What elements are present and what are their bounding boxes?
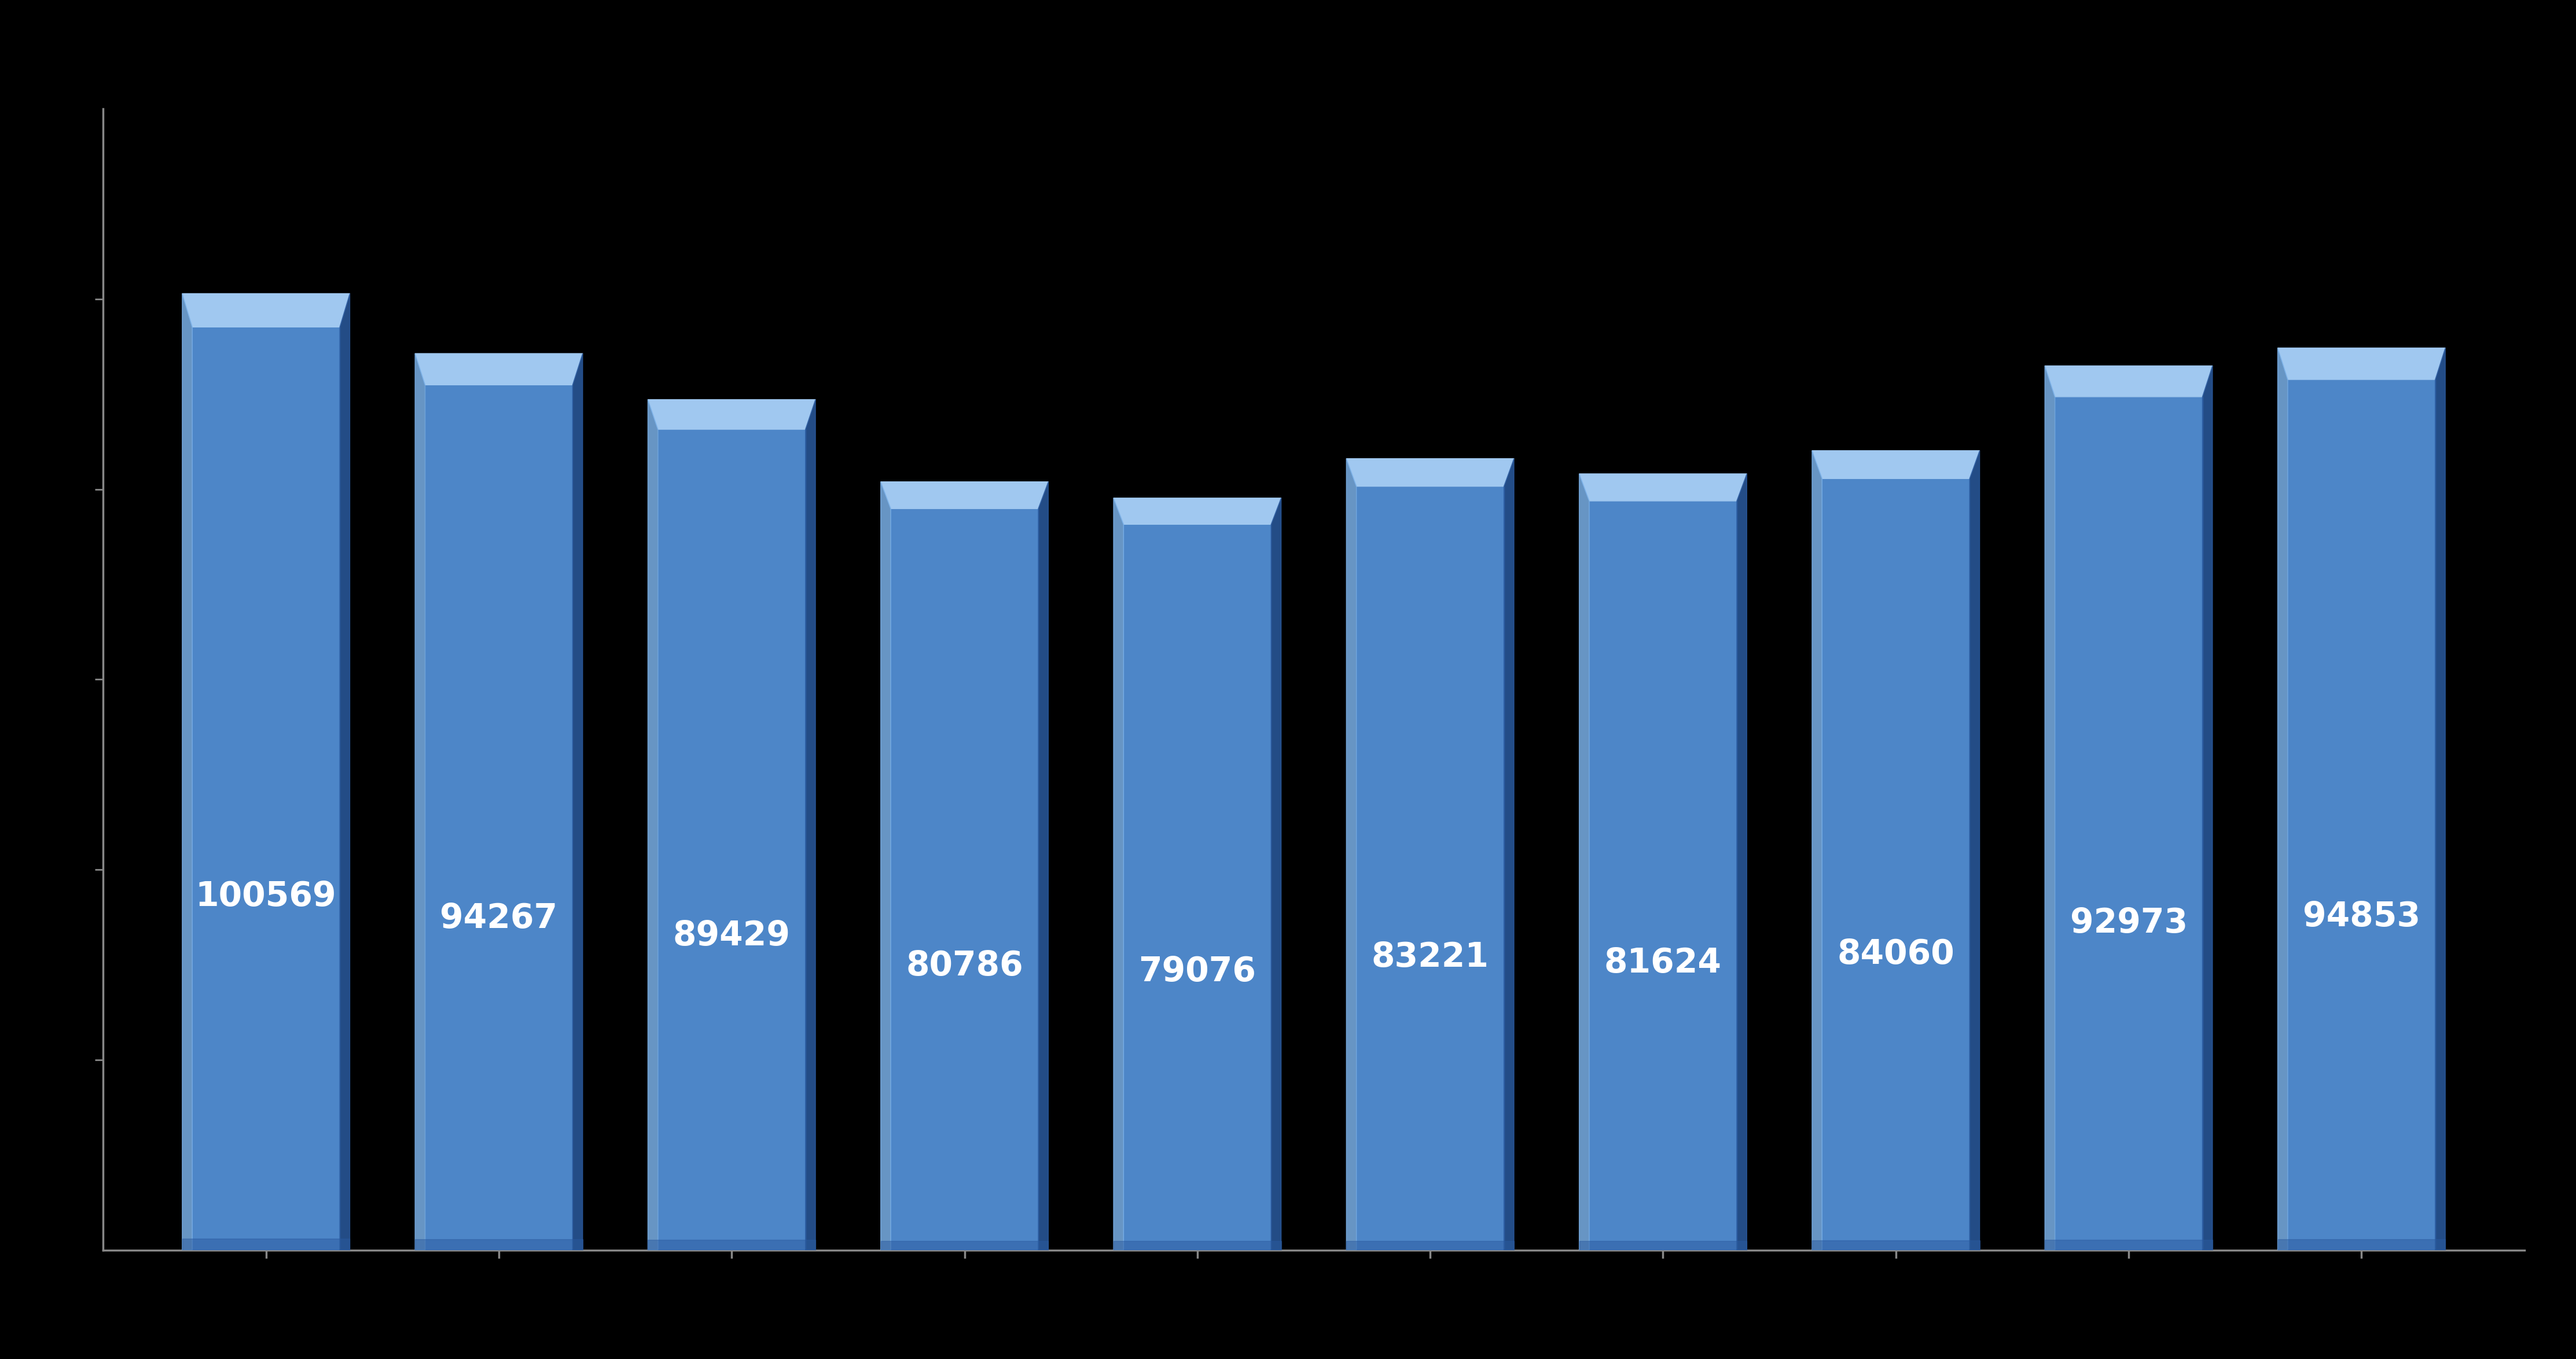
Polygon shape (1113, 497, 1280, 525)
Polygon shape (806, 400, 817, 1250)
Bar (891, 508, 1038, 1250)
Bar (2045, 1239, 2213, 1250)
Bar (2056, 397, 2202, 1250)
Bar (1347, 1241, 1515, 1250)
Polygon shape (881, 481, 891, 1250)
Polygon shape (649, 400, 817, 429)
Bar (425, 385, 572, 1250)
Polygon shape (572, 353, 582, 1250)
Bar (183, 1239, 350, 1250)
Polygon shape (1579, 474, 1747, 501)
Text: 83221: 83221 (1370, 940, 1489, 974)
Text: 94267: 94267 (440, 902, 556, 935)
Polygon shape (1971, 451, 1981, 1250)
Polygon shape (1270, 497, 1280, 1250)
Polygon shape (415, 353, 582, 385)
Text: 100569: 100569 (196, 879, 337, 913)
Bar (2277, 1239, 2445, 1250)
Polygon shape (1736, 474, 1747, 1250)
Polygon shape (2045, 366, 2056, 1250)
Text: 89429: 89429 (672, 919, 791, 953)
Bar (657, 429, 806, 1250)
Polygon shape (2202, 366, 2213, 1250)
Polygon shape (1038, 481, 1048, 1250)
Polygon shape (881, 481, 1048, 508)
Text: 94853: 94853 (2303, 900, 2421, 932)
Polygon shape (340, 294, 350, 1250)
Polygon shape (1579, 474, 1589, 1250)
Polygon shape (2045, 366, 2213, 397)
Bar (415, 1239, 582, 1250)
Bar (1579, 1241, 1747, 1250)
Polygon shape (2434, 348, 2445, 1250)
Polygon shape (415, 353, 425, 1250)
Bar (1123, 525, 1270, 1250)
Polygon shape (183, 294, 193, 1250)
Polygon shape (2277, 348, 2445, 379)
Text: 92973: 92973 (2071, 906, 2187, 939)
Bar (1589, 501, 1736, 1250)
Polygon shape (1347, 458, 1515, 487)
Text: 79076: 79076 (1139, 955, 1257, 988)
Polygon shape (2277, 348, 2287, 1250)
Bar (2287, 379, 2434, 1250)
Polygon shape (649, 400, 657, 1250)
Polygon shape (1811, 451, 1981, 478)
Bar (881, 1241, 1048, 1250)
Polygon shape (1347, 458, 1358, 1250)
Polygon shape (1113, 497, 1123, 1250)
Bar (1113, 1241, 1280, 1250)
Bar (193, 328, 340, 1250)
Polygon shape (1811, 451, 1821, 1250)
Bar (1358, 487, 1504, 1250)
Text: 81624: 81624 (1605, 946, 1721, 980)
Bar (1821, 478, 1971, 1250)
Polygon shape (183, 294, 350, 328)
Text: 84060: 84060 (1837, 938, 1955, 970)
Polygon shape (1504, 458, 1515, 1250)
Bar (1811, 1241, 1978, 1250)
Bar (649, 1239, 817, 1250)
Text: 80786: 80786 (907, 950, 1023, 983)
